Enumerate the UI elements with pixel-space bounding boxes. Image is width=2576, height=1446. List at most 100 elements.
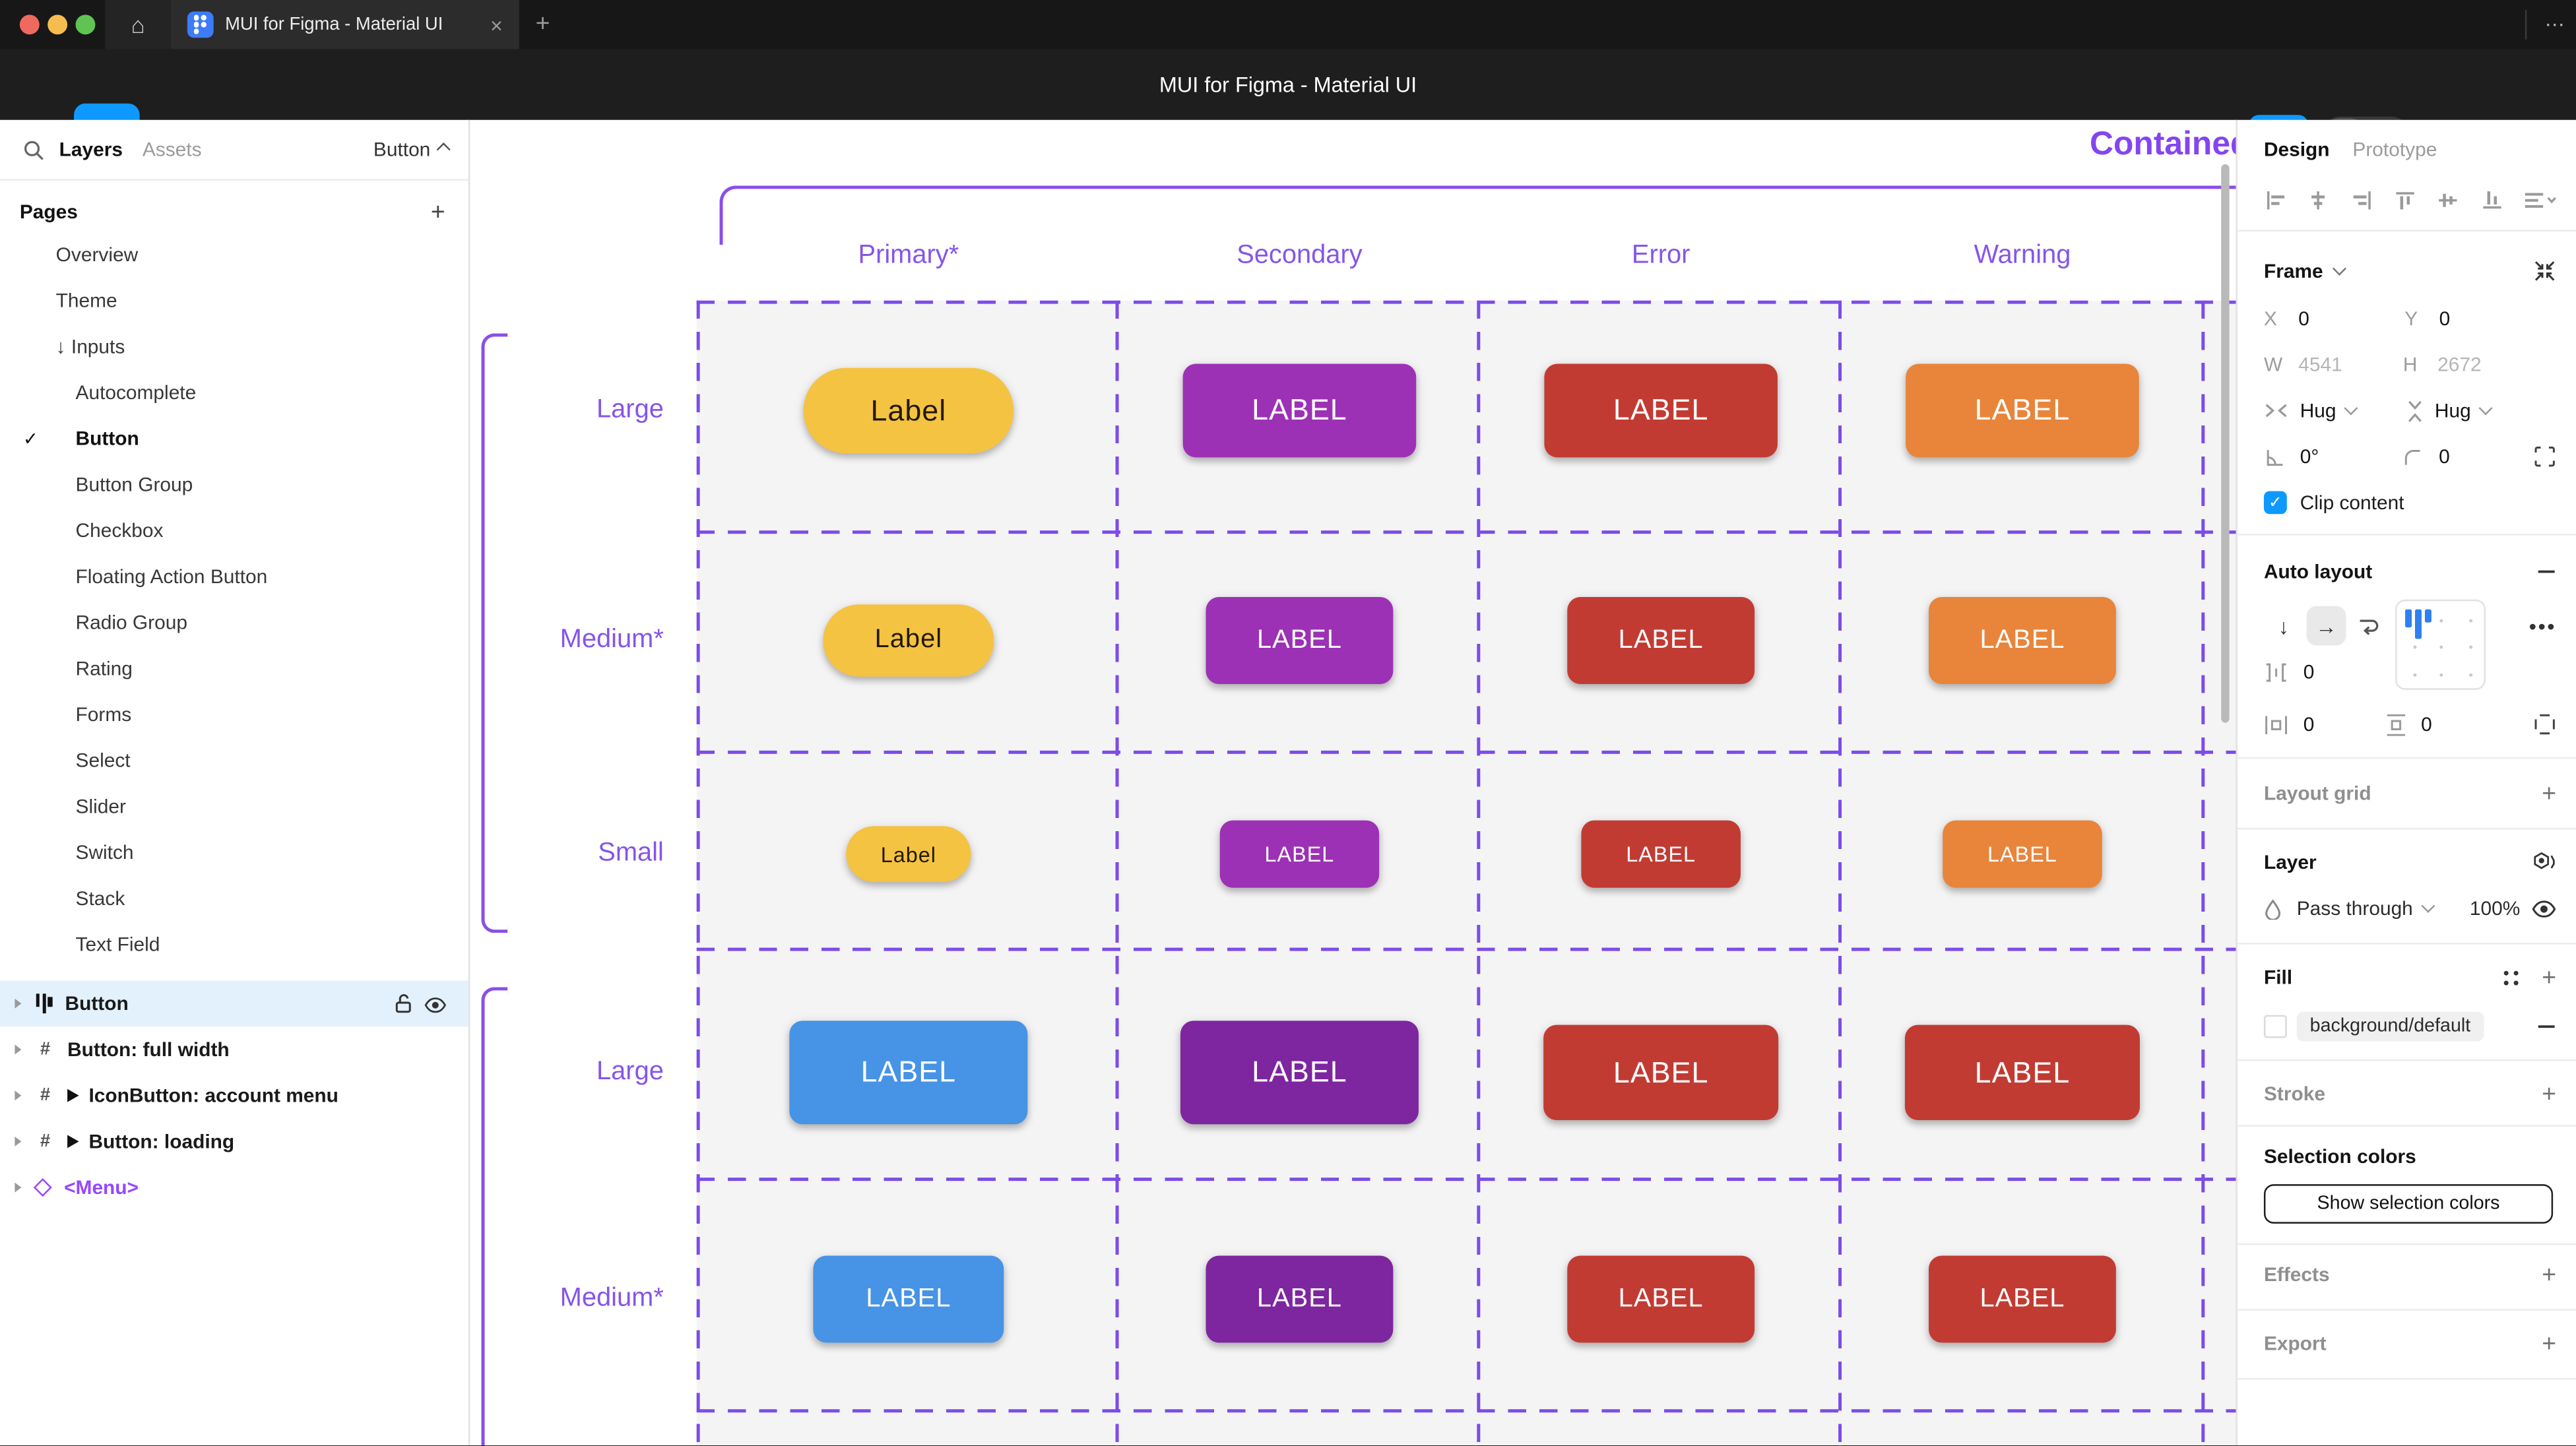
sidebar-page-select[interactable]: Select (0, 738, 468, 784)
collapse-frame-icon[interactable] (2533, 259, 2556, 282)
variant-button[interactable]: LABEL (1182, 363, 1417, 458)
y-value[interactable]: 0 (2439, 307, 2451, 330)
sidebar-page-overview[interactable]: Overview (0, 232, 468, 278)
auto-layout-more-icon[interactable]: ••• (2528, 613, 2557, 639)
tab-close-icon[interactable]: × (490, 12, 503, 38)
canvas-vertical-scrollbar[interactable] (2221, 164, 2230, 723)
direction-wrap-button[interactable] (2349, 606, 2389, 646)
variant-button[interactable]: LABEL (1943, 820, 2102, 888)
expand-caret-icon[interactable] (15, 1090, 22, 1101)
tab-overflow-menu[interactable]: ⋯ (2544, 13, 2567, 36)
minimize-window-button[interactable] (48, 15, 68, 35)
unlock-icon[interactable] (395, 993, 412, 1018)
variant-button[interactable]: LABEL (1206, 1255, 1394, 1343)
sidebar-page-text-field[interactable]: Text Field (0, 922, 468, 968)
align-v-center-icon[interactable] (2437, 189, 2460, 212)
sidebar-page-slider[interactable]: Slider (0, 784, 468, 830)
sidebar-page-button[interactable]: ✓ Button (0, 416, 468, 462)
tab-assets[interactable]: Assets (142, 138, 202, 162)
variant-button[interactable]: LABEL (1904, 1024, 2140, 1121)
row-label-large[interactable]: Large (596, 1057, 664, 1086)
gap-value[interactable]: 0 (2303, 660, 2315, 683)
w-value[interactable]: 4541 (2298, 353, 2342, 377)
add-effect-button[interactable]: + (2542, 1260, 2557, 1289)
zoom-window-button[interactable] (75, 15, 96, 35)
h-value[interactable]: 2672 (2437, 353, 2482, 377)
variant-button[interactable]: LABEL (1180, 1021, 1419, 1125)
corner-radius-value[interactable]: 0 (2439, 445, 2450, 468)
sidebar-page-checkbox[interactable]: Checkbox (0, 507, 468, 553)
variant-button[interactable]: LABEL (1581, 820, 1741, 888)
layer-visibility-eye-icon[interactable] (2532, 899, 2556, 917)
frame-header-label[interactable]: Frame (2263, 259, 2323, 283)
variant-button[interactable]: LABEL (1543, 1024, 1779, 1121)
expand-caret-icon[interactable] (15, 1182, 22, 1193)
row-label-small[interactable]: Small (598, 839, 664, 867)
layer-row--menu-[interactable]: <Menu> (0, 1164, 468, 1210)
variant-button[interactable]: Label (803, 367, 1014, 454)
add-stroke-button[interactable]: + (2542, 1080, 2557, 1108)
align-right-icon[interactable] (2350, 189, 2373, 212)
tab-prototype[interactable]: Prototype (2352, 138, 2437, 162)
variant-button[interactable]: LABEL (1929, 1255, 2116, 1343)
row-label-medium[interactable]: Medium* (560, 1284, 664, 1313)
sidebar-page-floating-action-button[interactable]: Floating Action Button (0, 553, 468, 600)
page-context-dropdown[interactable]: Button (373, 138, 451, 161)
opacity-value[interactable]: 100% (2469, 896, 2521, 920)
add-layout-grid-button[interactable]: + (2542, 779, 2557, 807)
fill-style-name[interactable]: background/default (2296, 1011, 2484, 1042)
column-header-warning[interactable]: Warning (1974, 241, 2071, 270)
show-selection-colors-button[interactable]: Show selection colors (2263, 1184, 2554, 1224)
sidebar-page-stack[interactable]: Stack (0, 875, 468, 922)
expand-caret-icon[interactable] (15, 1136, 22, 1147)
align-h-center-icon[interactable] (2307, 189, 2330, 212)
expand-caret-icon[interactable] (15, 998, 22, 1009)
expand-caret-icon[interactable] (15, 1044, 22, 1055)
fill-styles-icon[interactable] (2502, 968, 2520, 986)
column-header-error[interactable]: Error (1631, 241, 1690, 270)
align-left-icon[interactable] (2264, 189, 2287, 212)
x-value[interactable]: 0 (2298, 307, 2309, 330)
variant-button[interactable]: Label (846, 826, 971, 883)
independent-padding-icon[interactable] (2533, 713, 2556, 736)
layer-row-button[interactable]: Button (0, 980, 468, 1027)
alignment-widget[interactable] (2395, 599, 2486, 690)
file-tab[interactable]: MUI for Figma - Material UI × (170, 0, 519, 49)
blend-mode-value[interactable]: Pass through (2296, 896, 2413, 920)
align-bottom-icon[interactable] (2480, 189, 2503, 212)
tab-layers[interactable]: Layers (59, 138, 123, 162)
layer-row-button-full-width[interactable]: # Button: full width (0, 1026, 468, 1073)
hug-h-value[interactable]: Hug (2300, 399, 2336, 422)
add-fill-button[interactable]: + (2542, 963, 2557, 991)
variant-button[interactable]: LABEL (1906, 363, 2139, 458)
variant-button[interactable]: Label (823, 604, 994, 677)
sidebar-page-autocomplete[interactable]: Autocomplete (0, 369, 468, 416)
variant-button[interactable]: LABEL (1206, 597, 1394, 685)
variant-button[interactable]: LABEL (1567, 1255, 1755, 1343)
remove-fill-icon[interactable] (2536, 1017, 2556, 1036)
variant-button[interactable]: LABEL (789, 1021, 1028, 1125)
layer-row-button-loading[interactable]: # Button: loading (0, 1119, 468, 1165)
layer-row-iconbutton-account-menu[interactable]: # IconButton: account menu (0, 1073, 468, 1119)
sidebar-page-forms[interactable]: Forms (0, 691, 468, 738)
add-export-button[interactable]: + (2542, 1329, 2557, 1358)
sidebar-page-rating[interactable]: Rating (0, 645, 468, 691)
tab-design[interactable]: Design (2263, 138, 2330, 162)
new-tab-button[interactable]: + (535, 9, 550, 38)
close-window-button[interactable] (19, 15, 40, 35)
variant-button[interactable]: LABEL (813, 1255, 1004, 1343)
hug-v-value[interactable]: Hug (2434, 399, 2471, 422)
direction-vertical-button[interactable]: ↓ (2278, 613, 2289, 639)
padding-h-value[interactable]: 0 (2303, 712, 2315, 736)
search-icon[interactable] (23, 139, 44, 160)
distribute-menu-icon[interactable] (2523, 189, 2556, 212)
home-tab[interactable]: ⌂ (105, 0, 171, 49)
canvas[interactable]: Contained Primary* Secondary Error Warning … (470, 119, 2236, 1446)
remove-auto-layout-icon[interactable] (2536, 562, 2556, 582)
row-label-large[interactable]: Large (596, 396, 664, 424)
clip-content-checkbox[interactable]: ✓ (2263, 491, 2287, 515)
row-label-medium[interactable]: Medium* (560, 625, 664, 654)
sidebar-page-radio-group[interactable]: Radio Group (0, 600, 468, 646)
sidebar-page-button-group[interactable]: Button Group (0, 462, 468, 508)
variant-button[interactable]: LABEL (1567, 597, 1755, 685)
